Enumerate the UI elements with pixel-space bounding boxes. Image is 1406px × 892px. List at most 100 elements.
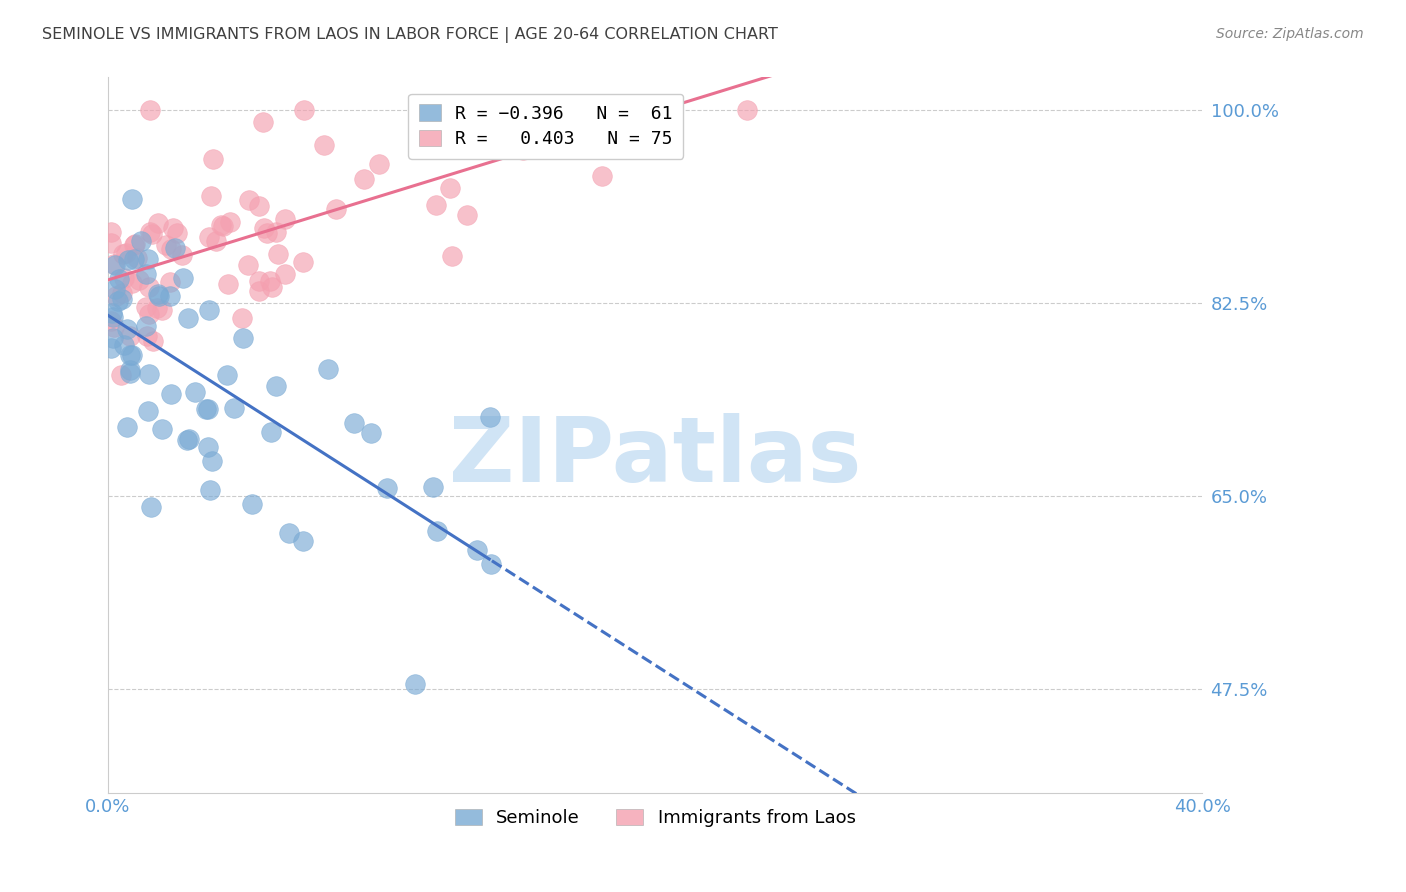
Point <box>479 410 502 425</box>
Point <box>247 274 270 288</box>
Point <box>141 227 163 241</box>
Point <box>111 286 134 301</box>
Point <box>148 289 170 303</box>
Point <box>316 361 339 376</box>
Point <box>425 198 447 212</box>
Point <box>155 237 177 252</box>
Point <box>232 331 254 345</box>
Point <box>456 208 478 222</box>
Point <box>291 255 314 269</box>
Point <box>224 401 246 415</box>
Point <box>112 271 135 285</box>
Point <box>422 479 444 493</box>
Point <box>205 235 228 249</box>
Point <box>100 341 122 355</box>
Point <box>170 248 193 262</box>
Point <box>124 237 146 252</box>
Point <box>172 270 194 285</box>
Point <box>634 103 657 118</box>
Point <box>200 454 222 468</box>
Point <box>200 483 222 497</box>
Point <box>195 401 218 416</box>
Point <box>122 252 145 266</box>
Point <box>343 416 366 430</box>
Point <box>124 237 146 252</box>
Point <box>247 284 270 298</box>
Point <box>125 252 148 266</box>
Point <box>138 368 160 382</box>
Point <box>108 272 131 286</box>
Point <box>135 329 157 343</box>
Point <box>100 225 122 239</box>
Point <box>353 171 375 186</box>
Point <box>103 257 125 271</box>
Point <box>111 292 134 306</box>
Point <box>259 274 281 288</box>
Point <box>197 440 219 454</box>
Point <box>128 273 150 287</box>
Point <box>118 348 141 362</box>
Point <box>197 402 219 417</box>
Point <box>146 286 169 301</box>
Point <box>177 310 200 325</box>
Point <box>479 557 502 571</box>
Text: Source: ZipAtlas.com: Source: ZipAtlas.com <box>1216 27 1364 41</box>
Point <box>312 138 335 153</box>
Point <box>135 300 157 314</box>
Point <box>138 279 160 293</box>
Point <box>404 677 426 691</box>
Point <box>179 433 201 447</box>
Point <box>253 221 276 235</box>
Point <box>238 194 260 208</box>
Point <box>104 289 127 303</box>
Point <box>439 113 461 128</box>
Point <box>202 152 225 166</box>
Point <box>238 258 260 272</box>
Point <box>146 301 169 316</box>
Point <box>273 267 295 281</box>
Point <box>256 227 278 241</box>
Point <box>103 319 125 334</box>
Point <box>512 143 534 157</box>
Point <box>166 227 188 241</box>
Point <box>260 425 283 439</box>
Point <box>115 246 138 260</box>
Point <box>231 311 253 326</box>
Point <box>197 303 219 318</box>
Point <box>486 103 509 118</box>
Point <box>176 433 198 447</box>
Point <box>368 157 391 171</box>
Point <box>292 103 315 118</box>
Point <box>412 126 434 140</box>
Point <box>148 216 170 230</box>
Point <box>360 426 382 441</box>
Point <box>138 307 160 321</box>
Point <box>240 497 263 511</box>
Point <box>100 314 122 328</box>
Point <box>439 181 461 195</box>
Point <box>101 310 124 324</box>
Point <box>120 366 142 380</box>
Point <box>264 225 287 239</box>
Point <box>104 258 127 272</box>
Point <box>129 234 152 248</box>
Point <box>217 277 239 292</box>
Point <box>139 500 162 515</box>
Point <box>260 280 283 294</box>
Text: SEMINOLE VS IMMIGRANTS FROM LAOS IN LABOR FORCE | AGE 20-64 CORRELATION CHART: SEMINOLE VS IMMIGRANTS FROM LAOS IN LABO… <box>42 27 778 43</box>
Legend: Seminole, Immigrants from Laos: Seminole, Immigrants from Laos <box>447 802 863 834</box>
Point <box>198 230 221 244</box>
Point <box>107 293 129 308</box>
Point <box>162 221 184 235</box>
Point <box>121 192 143 206</box>
Point <box>200 189 222 203</box>
Point <box>211 218 233 232</box>
Point <box>274 211 297 226</box>
Point <box>138 103 160 118</box>
Point <box>138 225 160 239</box>
Point <box>215 368 238 382</box>
Point <box>159 275 181 289</box>
Point <box>111 246 134 260</box>
Point <box>163 241 186 255</box>
Point <box>325 202 347 217</box>
